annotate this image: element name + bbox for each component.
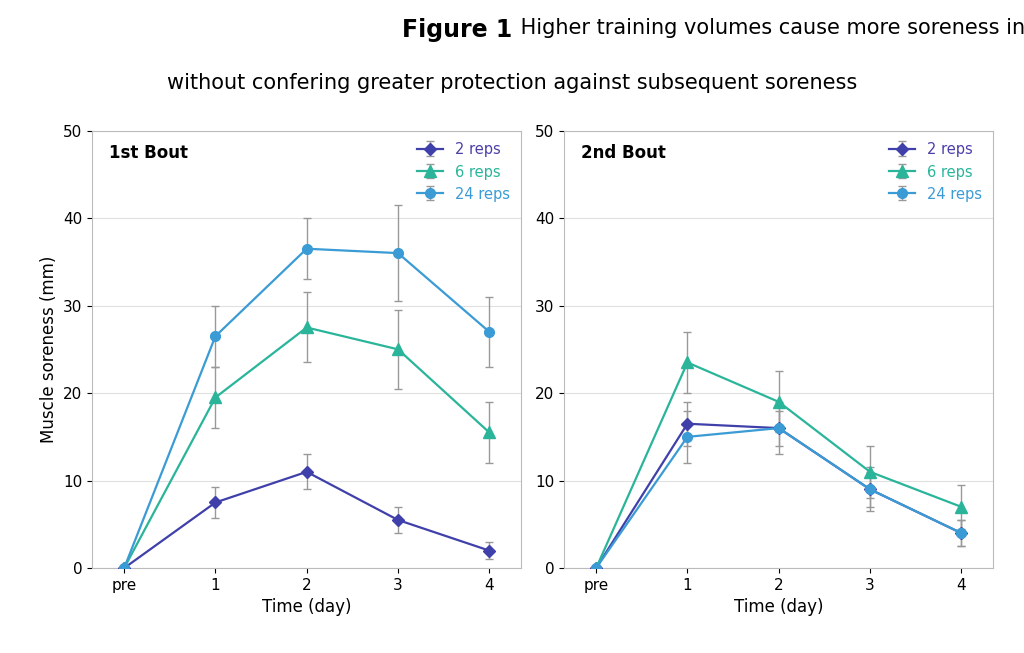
Text: 2nd Bout: 2nd Bout bbox=[582, 144, 667, 162]
X-axis label: Time (day): Time (day) bbox=[262, 598, 351, 616]
Legend: 2 reps, 6 reps, 24 reps: 2 reps, 6 reps, 24 reps bbox=[885, 138, 986, 206]
Text: 1st Bout: 1st Bout bbox=[110, 144, 188, 162]
Text: without confering greater protection against subsequent soreness: without confering greater protection aga… bbox=[167, 73, 857, 93]
Y-axis label: Muscle soreness (mm): Muscle soreness (mm) bbox=[40, 256, 57, 443]
Legend: 2 reps, 6 reps, 24 reps: 2 reps, 6 reps, 24 reps bbox=[413, 138, 514, 206]
Text: Higher training volumes cause more soreness initially,: Higher training volumes cause more soren… bbox=[514, 18, 1024, 38]
Text: Figure 1: Figure 1 bbox=[401, 18, 512, 42]
X-axis label: Time (day): Time (day) bbox=[734, 598, 823, 616]
